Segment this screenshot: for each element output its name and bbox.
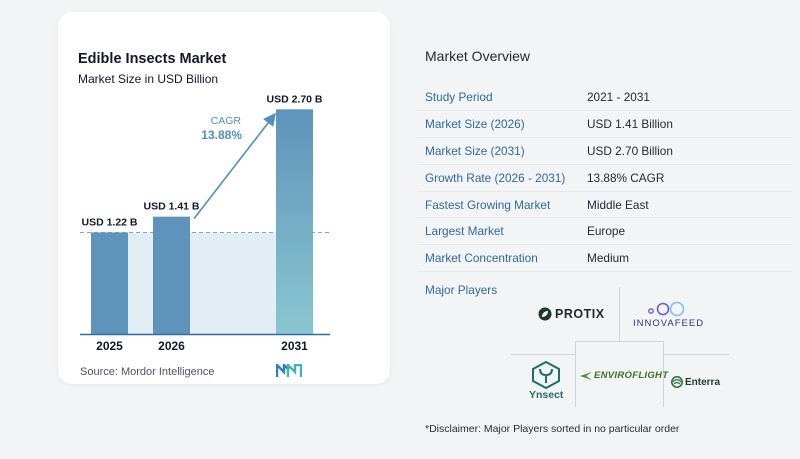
data-label: USD 1.22 B <box>81 216 137 228</box>
protix-logo: PROTIX <box>538 307 605 321</box>
source-note: Source: Mordor Intelligence <box>80 366 215 378</box>
divider <box>619 287 620 341</box>
table-row: Market Size (2031) USD 2.70 Billion <box>417 137 792 165</box>
x-tick-label: 2026 <box>158 339 185 353</box>
row-value: USD 1.41 Billion <box>587 110 792 139</box>
row-label: Largest Market <box>417 217 587 246</box>
ynsect-logo: Ynsect <box>529 361 563 401</box>
enviroflight-logo-text: ENVIROFLIGHT <box>594 370 669 381</box>
chart-subtitle: Market Size in USD Billion <box>78 72 219 86</box>
mordor-logo-icon <box>276 364 302 377</box>
x-tick-label: 2031 <box>281 339 308 353</box>
row-label: Market Size (2026) <box>417 110 587 139</box>
innovafeed-circles-icon <box>648 301 685 317</box>
row-value: Middle East <box>587 191 792 219</box>
row-value: Europe <box>587 217 792 246</box>
bar-2025 <box>91 232 128 334</box>
data-label: USD 1.41 B <box>143 201 199 213</box>
row-label: Study Period <box>417 84 587 112</box>
divider <box>575 341 663 342</box>
enterra-globe-icon <box>671 376 683 388</box>
cagr-label: CAGR <box>211 115 242 127</box>
disclaimer: *Disclaimer: Major Players sorted in no … <box>425 423 680 435</box>
row-value: 13.88% CAGR <box>587 164 792 192</box>
cagr-value: 13.88% <box>201 128 242 142</box>
bar-2031 <box>276 109 313 334</box>
table-row: Study Period 2021 - 2031 <box>417 84 792 112</box>
cagr-arrow <box>193 112 276 220</box>
protix-leaf-icon <box>538 307 552 321</box>
x-tick-label: 2025 <box>96 339 123 353</box>
divider <box>663 354 729 355</box>
table-row: Fastest Growing Market Middle East <box>417 191 792 219</box>
divider <box>575 341 576 407</box>
ynsect-hexagon-icon <box>532 361 561 389</box>
data-label: USD 2.70 B <box>266 93 322 105</box>
table-row: Largest Market Europe <box>417 217 792 246</box>
table-row: Market Size (2026) USD 1.41 Billion <box>417 110 792 139</box>
innovafeed-logo: INNOVAFEED <box>633 301 704 329</box>
divider <box>663 341 664 407</box>
bar-2026 <box>153 216 190 334</box>
row-value: Medium <box>587 244 792 273</box>
row-label: Growth Rate (2026 - 2031) <box>417 164 587 192</box>
major-players-title: Major Players <box>425 283 498 297</box>
enterra-logo: Enterra <box>671 376 720 388</box>
row-label: Fastest Growing Market <box>417 191 587 219</box>
innovafeed-logo-text: INNOVAFEED <box>633 318 705 329</box>
protix-logo-text: PROTIX <box>555 307 605 321</box>
market-overview-table: Study Period 2021 - 2031 Market Size (202… <box>417 84 792 273</box>
row-value: USD 2.70 Billion <box>587 137 792 165</box>
row-value: 2021 - 2031 <box>587 84 792 112</box>
ynsect-logo-text: Ynsect <box>529 389 564 401</box>
overview-title: Market Overview <box>425 48 531 64</box>
divider <box>511 354 575 355</box>
row-label: Market Size (2031) <box>417 137 587 165</box>
table-row: Growth Rate (2026 - 2031) 13.88% CAGR <box>417 164 792 192</box>
enterra-logo-text: Enterra <box>685 376 721 388</box>
row-label: Market Concentration <box>417 244 587 273</box>
chart-title: Edible Insects Market <box>78 51 227 67</box>
table-row: Market Concentration Medium <box>417 244 792 273</box>
enviroflight-wing-icon <box>580 371 592 380</box>
enviroflight-logo: ENVIROFLIGHT <box>580 370 668 381</box>
